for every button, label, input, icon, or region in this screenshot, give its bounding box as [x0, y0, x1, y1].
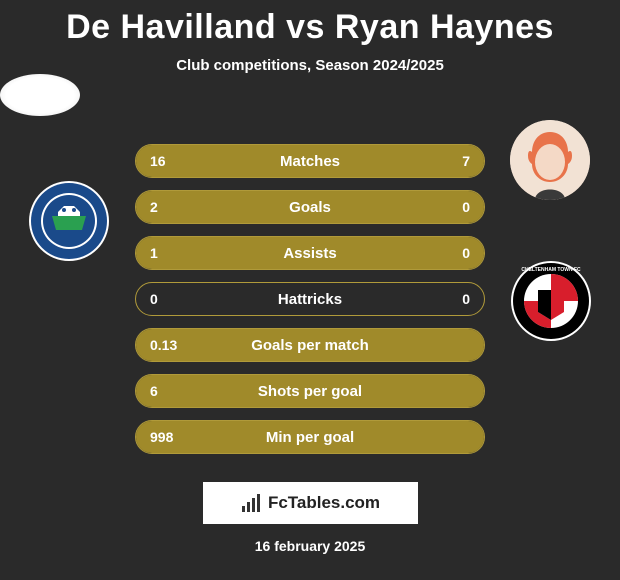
stat-right-value: 0 — [462, 245, 470, 261]
player-avatar-icon — [510, 120, 590, 200]
stat-left-value: 0 — [150, 291, 158, 307]
stat-right-value: 7 — [462, 153, 470, 169]
stat-left-value: 998 — [150, 429, 173, 445]
stat-left-value: 0.13 — [150, 337, 177, 353]
stat-row-goals-per-match: 0.13 Goals per match — [135, 328, 485, 362]
stat-row-min-per-goal: 998 Min per goal — [135, 420, 485, 454]
stat-left-value: 1 — [150, 245, 158, 261]
fctables-icon — [240, 492, 262, 514]
stat-label: Goals per match — [251, 337, 369, 354]
stat-right-value: 0 — [462, 199, 470, 215]
stat-row-assists: 1 Assists 0 — [135, 236, 485, 270]
stat-left-value: 16 — [150, 153, 166, 169]
footer-logo[interactable]: FcTables.com — [203, 482, 418, 524]
stat-right-value: 0 — [462, 291, 470, 307]
footer-site-name: FcTables.com — [268, 493, 380, 513]
stat-row-goals: 2 Goals 0 — [135, 190, 485, 224]
stat-row-matches: 16 Matches 7 — [135, 144, 485, 178]
stat-row-shots-per-goal: 6 Shots per goal — [135, 374, 485, 408]
comparison-title: De Havilland vs Ryan Haynes — [0, 0, 620, 47]
stat-fill-left — [136, 145, 380, 177]
stat-row-hattricks: 0 Hattricks 0 — [135, 282, 485, 316]
footer-date: 16 february 2025 — [0, 538, 620, 554]
comparison-subtitle: Club competitions, Season 2024/2025 — [0, 57, 620, 74]
stat-label: Shots per goal — [258, 383, 362, 400]
club-badge-left — [28, 180, 110, 262]
peterborough-badge-icon — [28, 180, 110, 262]
club-badge-right: CHELTENHAM TOWN FC — [510, 260, 592, 342]
cheltenham-badge-icon: CHELTENHAM TOWN FC — [510, 260, 592, 342]
player-photo-right — [510, 120, 590, 200]
player-photo-left — [0, 74, 80, 116]
stat-label: Hattricks — [278, 291, 342, 308]
stat-label: Assists — [283, 245, 336, 262]
stat-label: Goals — [289, 199, 331, 216]
stat-left-value: 6 — [150, 383, 158, 399]
stat-label: Matches — [280, 153, 340, 170]
stat-label: Min per goal — [266, 429, 354, 446]
stat-left-value: 2 — [150, 199, 158, 215]
svg-text:CHELTENHAM TOWN FC: CHELTENHAM TOWN FC — [521, 267, 581, 273]
